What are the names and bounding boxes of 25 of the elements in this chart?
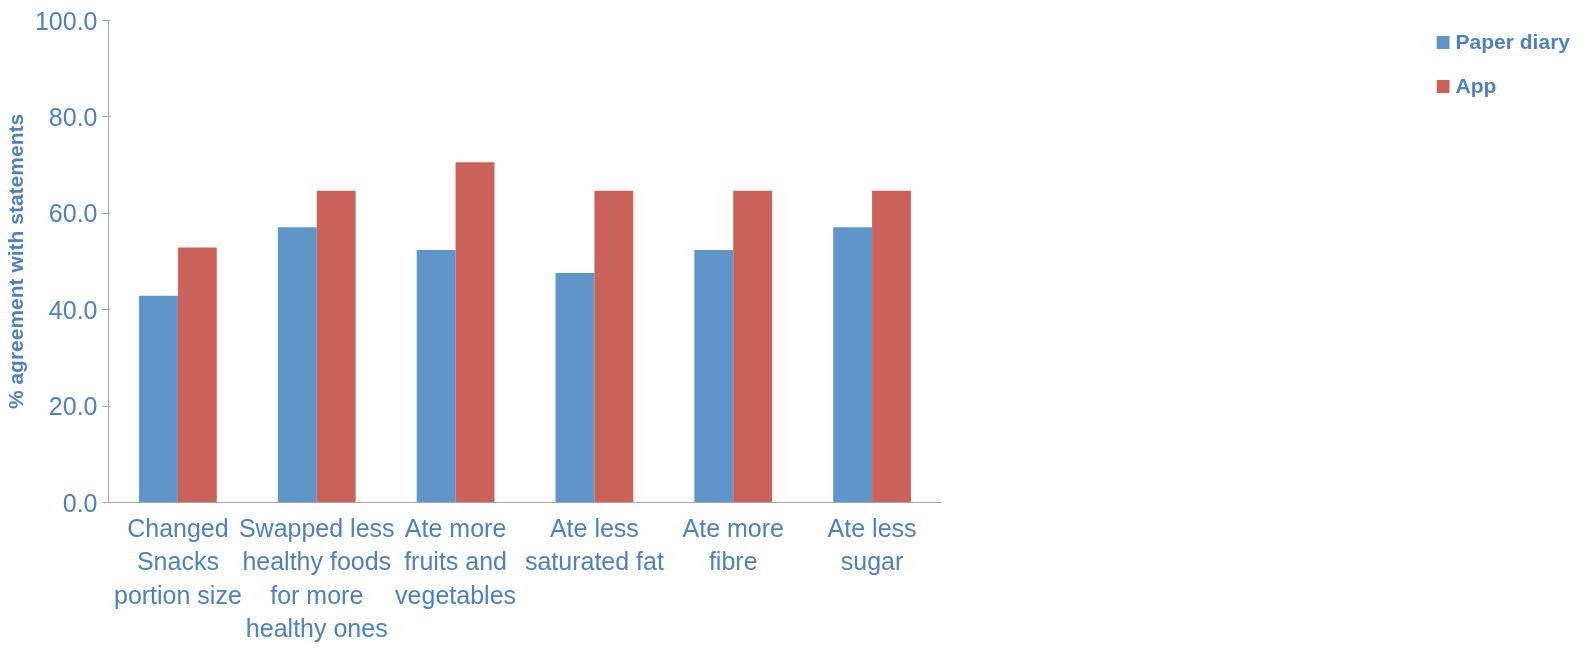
bar [833,227,873,503]
bar [594,190,634,503]
x-tick-label: Ate more fibre [682,513,784,576]
y-tick-label: 80.0 [48,102,98,131]
bar [455,162,495,503]
y-tick-label: 100.0 [34,6,98,35]
x-tick-label: Ate less saturated fat [524,513,664,576]
bar [177,247,217,503]
x-tick-label: Ate more fruits and vegetables [395,513,517,609]
bar [139,295,178,503]
y-tick-label: 20.0 [48,392,98,421]
bar [555,273,595,503]
bar [872,190,911,503]
y-tick-label: 60.0 [48,199,98,228]
bar [694,249,734,503]
bar [733,190,773,503]
y-axis-title: % agreement with statements [3,113,27,410]
legend-label: App [1455,74,1497,98]
bar [316,190,356,503]
y-tick-label: 40.0 [48,295,98,324]
bar [416,249,456,503]
y-tick-label: 0.0 [62,488,98,517]
legend-label: Paper diary [1455,30,1570,54]
bar [277,227,317,503]
x-tick-label: Ate less sugar [827,513,917,576]
